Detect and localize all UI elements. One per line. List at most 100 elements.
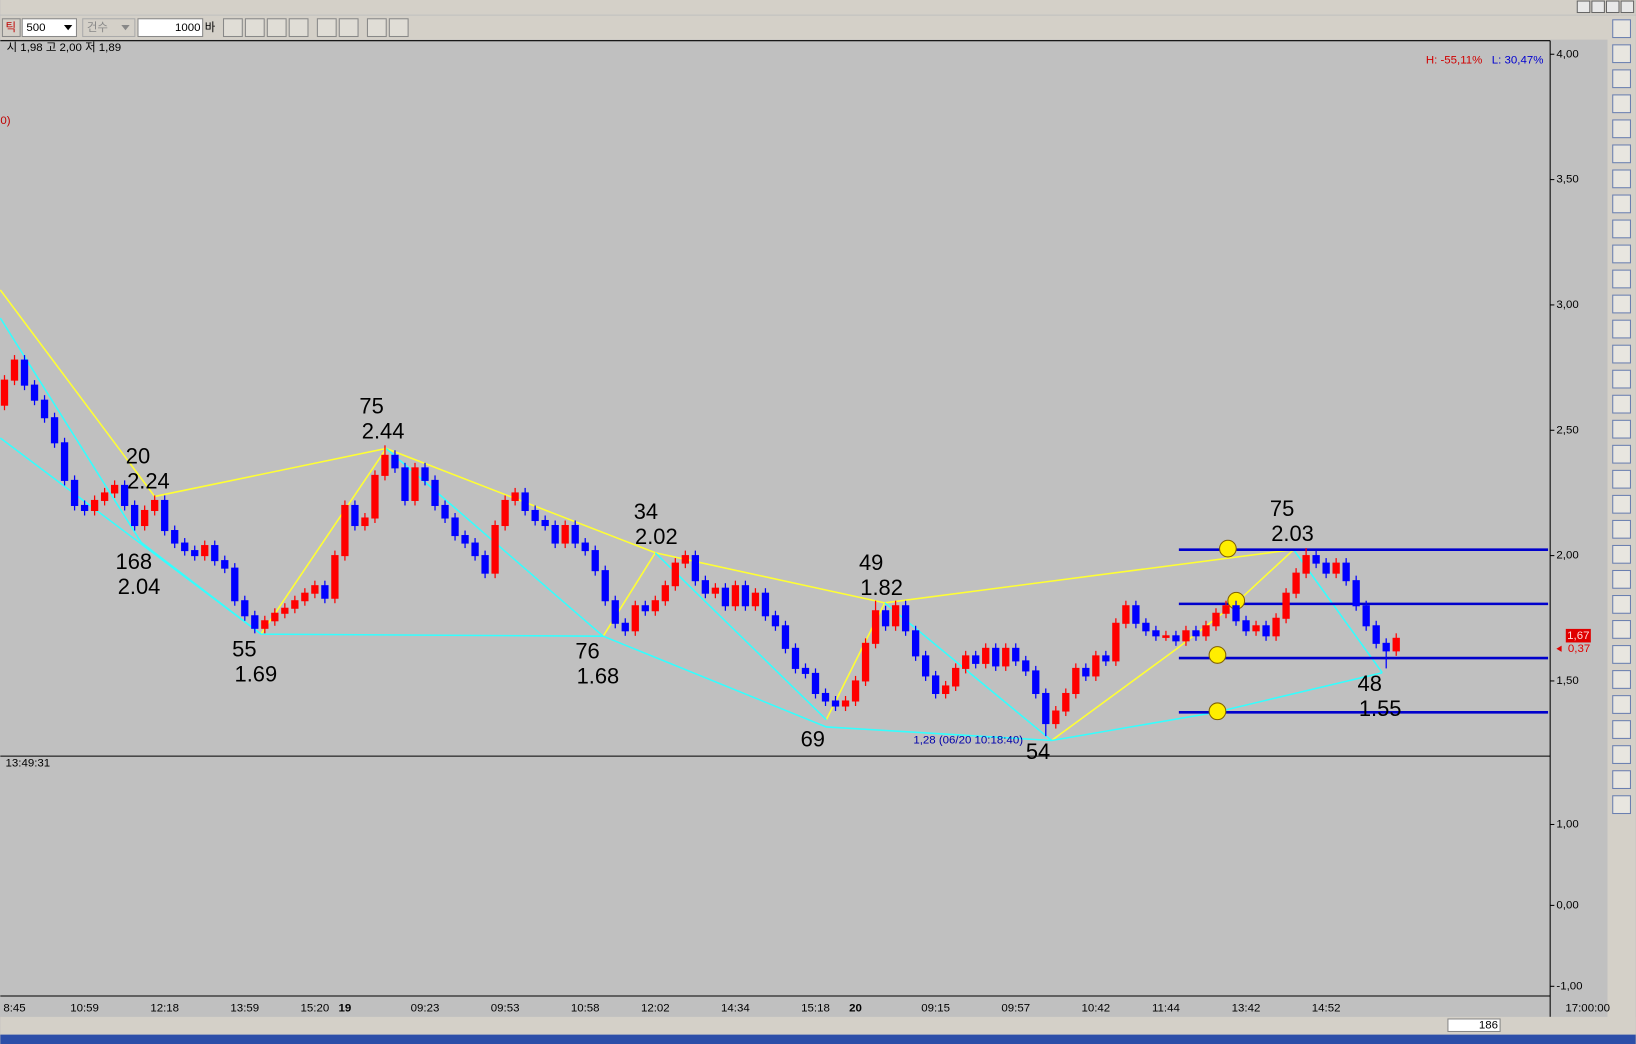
side-tool-button[interactable] [1612,745,1631,764]
candle-body [741,585,750,607]
candle-body [161,499,169,532]
side-tool-button[interactable] [1612,119,1631,139]
candle-body [491,525,499,574]
x-tick-label: 19 [339,1003,352,1015]
tool-button[interactable] [244,18,265,38]
candle-body [1332,562,1340,574]
candle-body [1252,625,1260,632]
side-tool-button[interactable] [1612,269,1631,289]
candle-body [271,612,279,622]
candle-body [311,585,319,594]
side-tool-button[interactable] [1612,294,1631,314]
candle-body [281,607,289,614]
side-tool-button[interactable] [1612,94,1631,114]
side-tool-button[interactable] [1612,194,1631,214]
candle-body [421,467,429,481]
candle-body [952,667,960,687]
candle-body [60,442,69,481]
side-tool-button[interactable] [1612,169,1631,189]
candle-body [931,675,940,694]
side-tool-button[interactable] [1612,620,1631,639]
candle-body [982,647,990,664]
side-tool-button[interactable] [1612,244,1631,264]
smiley-markers [1208,539,1246,721]
count-input[interactable] [137,18,204,38]
candle-body [481,555,489,574]
tool-button[interactable] [222,18,243,38]
candle-body [1162,635,1170,638]
side-tool-button[interactable] [1612,519,1631,539]
pivot-label: 54 [1026,739,1050,764]
bar-count-input[interactable] [1447,1018,1501,1033]
candle-body [771,615,780,627]
minimize-button[interactable] [1591,0,1605,14]
tool-button[interactable] [388,18,409,38]
candle-body [261,620,269,629]
y-tick-label: 2,50 [1556,424,1578,436]
side-tool-button[interactable] [1612,344,1631,364]
candle-body [451,517,459,537]
side-tool-button[interactable] [1612,394,1631,414]
side-tool-button[interactable] [1612,144,1631,164]
side-tool-button[interactable] [1612,595,1631,614]
tool-button[interactable] [288,18,309,38]
side-tool-button[interactable] [1612,319,1631,339]
side-tool-button[interactable] [1612,720,1631,739]
smiley[interactable] [1208,646,1227,664]
candle-body [1202,625,1210,637]
side-tool-button[interactable] [1612,645,1631,664]
side-tool-button[interactable] [1612,770,1631,789]
help-button[interactable] [1576,0,1591,14]
side-tool-button[interactable] [1612,419,1631,439]
tool-button[interactable] [316,18,337,38]
close-button[interactable] [1620,0,1635,14]
pivot-label: 2.02 [635,524,678,549]
candle-body [851,680,860,702]
candle-body [1102,655,1110,662]
candle-body [331,555,339,599]
side-tool-button[interactable] [1612,444,1631,464]
pivot-label: 2.24 [127,469,170,494]
taskbar [0,1034,1636,1044]
candle-body [1282,592,1290,619]
side-tool-button[interactable] [1612,469,1631,489]
candle-body [501,499,509,527]
tool-button[interactable] [366,18,387,38]
zigzag-line [0,317,262,635]
mode-select[interactable] [82,18,136,38]
side-tool-button[interactable] [1612,369,1631,389]
toolbar: 틱 500 건수 1000 바 [0,15,1636,40]
side-tool-button[interactable] [1612,219,1631,239]
x-tick-label: 20 [849,1003,862,1015]
side-tool-button[interactable] [1612,695,1631,714]
x-tick-label: 13:42 [1232,1003,1261,1015]
x-tick-label: 8:45 [3,1003,25,1015]
side-tool-button[interactable] [1612,494,1631,514]
side-tool-button[interactable] [1612,544,1631,564]
side-tool-button[interactable] [1612,44,1631,64]
end-time: 17:00:00 [1565,1003,1610,1015]
candle-body [241,600,249,617]
tool-button[interactable] [338,18,359,38]
smiley[interactable] [1219,539,1237,558]
kind-button[interactable] [1,18,21,38]
pivot-label: 34 [634,499,658,524]
maximize-button[interactable] [1605,0,1620,14]
side-tool-button[interactable] [1612,795,1631,815]
side-tool-button[interactable] [1612,69,1631,89]
side-tool-button[interactable] [1612,19,1631,39]
candle-body [1022,660,1030,672]
candle-body [1132,605,1140,624]
candle-body [571,525,579,544]
side-tool-button[interactable] [1612,670,1631,689]
candle-body [1222,605,1230,614]
kind-label: 틱 [5,21,16,34]
smiley[interactable] [1208,702,1227,721]
x-tick-label: 10:59 [70,1003,99,1015]
tool-button[interactable] [266,18,287,38]
period-select[interactable] [21,18,77,38]
side-tool-button[interactable] [1612,569,1631,589]
candle-body [1122,605,1130,624]
